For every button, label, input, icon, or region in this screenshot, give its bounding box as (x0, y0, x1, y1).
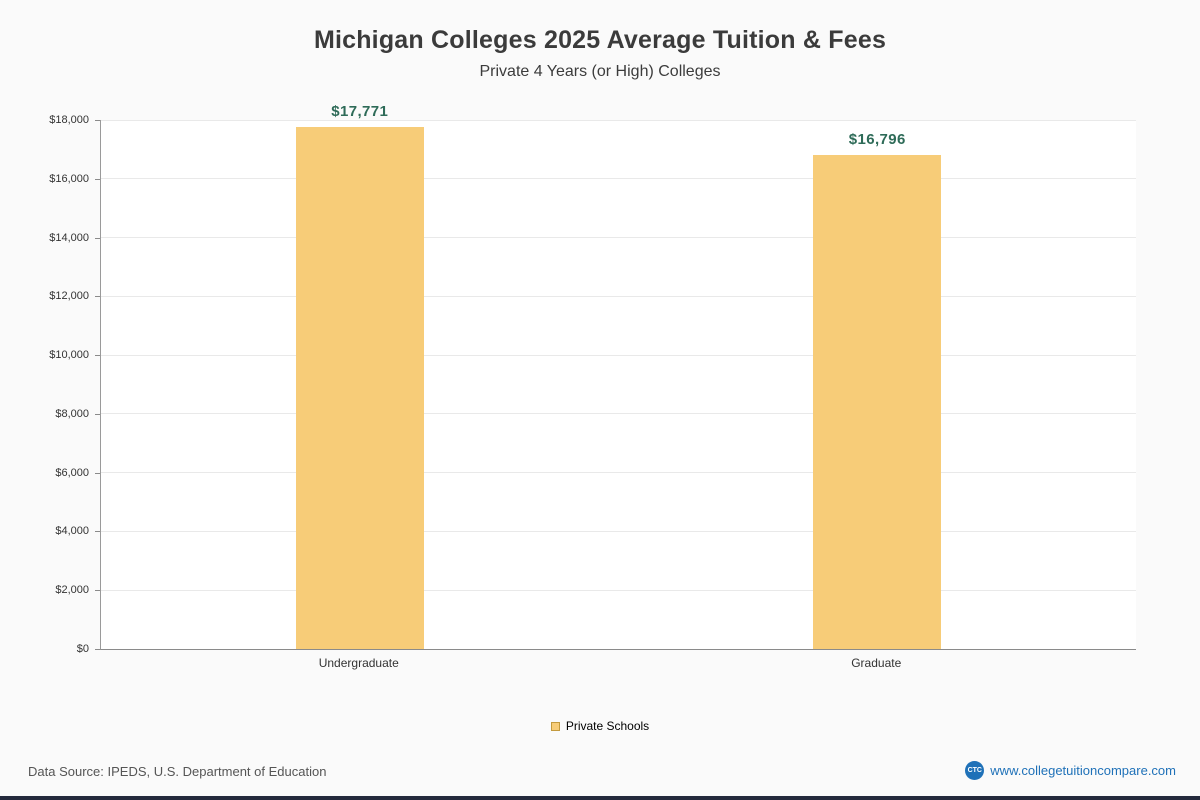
x-category-label: Graduate (851, 656, 902, 670)
y-tick-mark (95, 649, 100, 650)
legend-label[interactable]: Private Schools (565, 719, 650, 733)
legend: Private Schools (0, 719, 1200, 733)
y-tick-mark (95, 413, 100, 415)
gridline (101, 354, 1136, 356)
gridline (101, 530, 1136, 532)
y-tick-mark (95, 355, 100, 357)
y-tick-mark (95, 590, 100, 592)
site-footer: CTC www.collegetuitioncompare.com (965, 761, 1176, 780)
x-axis-labels: Undergraduate Graduate (100, 656, 1135, 676)
y-tick-label: $18,000 (49, 114, 89, 126)
y-tick-mark (95, 237, 100, 239)
y-tick-mark (95, 296, 100, 298)
bar-undergraduate[interactable] (295, 126, 424, 649)
y-tick-mark (95, 120, 100, 121)
y-tick-mark (95, 178, 100, 180)
chart-subtitle: Private 4 Years (or High) Colleges (479, 63, 721, 80)
gridline (101, 237, 1136, 239)
y-tick-mark (95, 531, 100, 533)
x-category-label: Undergraduate (318, 656, 399, 670)
y-tick-label: $8,000 (55, 407, 89, 420)
y-tick-label: $12,000 (49, 290, 89, 303)
y-tick-label: $16,000 (49, 172, 89, 185)
y-tick-label: $14,000 (49, 231, 89, 244)
y-tick-label: $2,000 (55, 584, 89, 597)
gridline (101, 295, 1136, 297)
data-source-text: Data Source: IPEDS, U.S. Department of E… (28, 764, 327, 779)
y-tick-label: $6,000 (55, 466, 89, 479)
bar-value-label: $17,771 (331, 102, 389, 120)
site-logo-icon[interactable]: CTC (965, 761, 985, 780)
y-axis: $0 $2,000 $4,000 $6,000 $8,000 $10,000 $12,000… (0, 114, 100, 655)
plot-area: $17,771 $16,796 (100, 103, 1136, 650)
gridline (101, 413, 1136, 415)
gridline (101, 472, 1136, 474)
chart-title: Michigan Colleges 2025 Average Tuition &… (313, 26, 887, 54)
legend-swatch-icon[interactable] (550, 721, 560, 731)
site-link[interactable]: www.collegetuitioncompare.com (990, 763, 1176, 778)
gridline (101, 589, 1136, 591)
bottom-border (0, 796, 1200, 800)
y-tick-mark (95, 472, 100, 474)
y-tick-label: $4,000 (55, 525, 89, 538)
y-tick-label: $0 (76, 643, 89, 655)
y-tick-label: $10,000 (49, 349, 89, 362)
bar-value-label: $16,796 (848, 131, 906, 149)
gridline (101, 119, 1136, 121)
bar-graduate[interactable] (813, 155, 942, 649)
gridline (101, 178, 1136, 180)
